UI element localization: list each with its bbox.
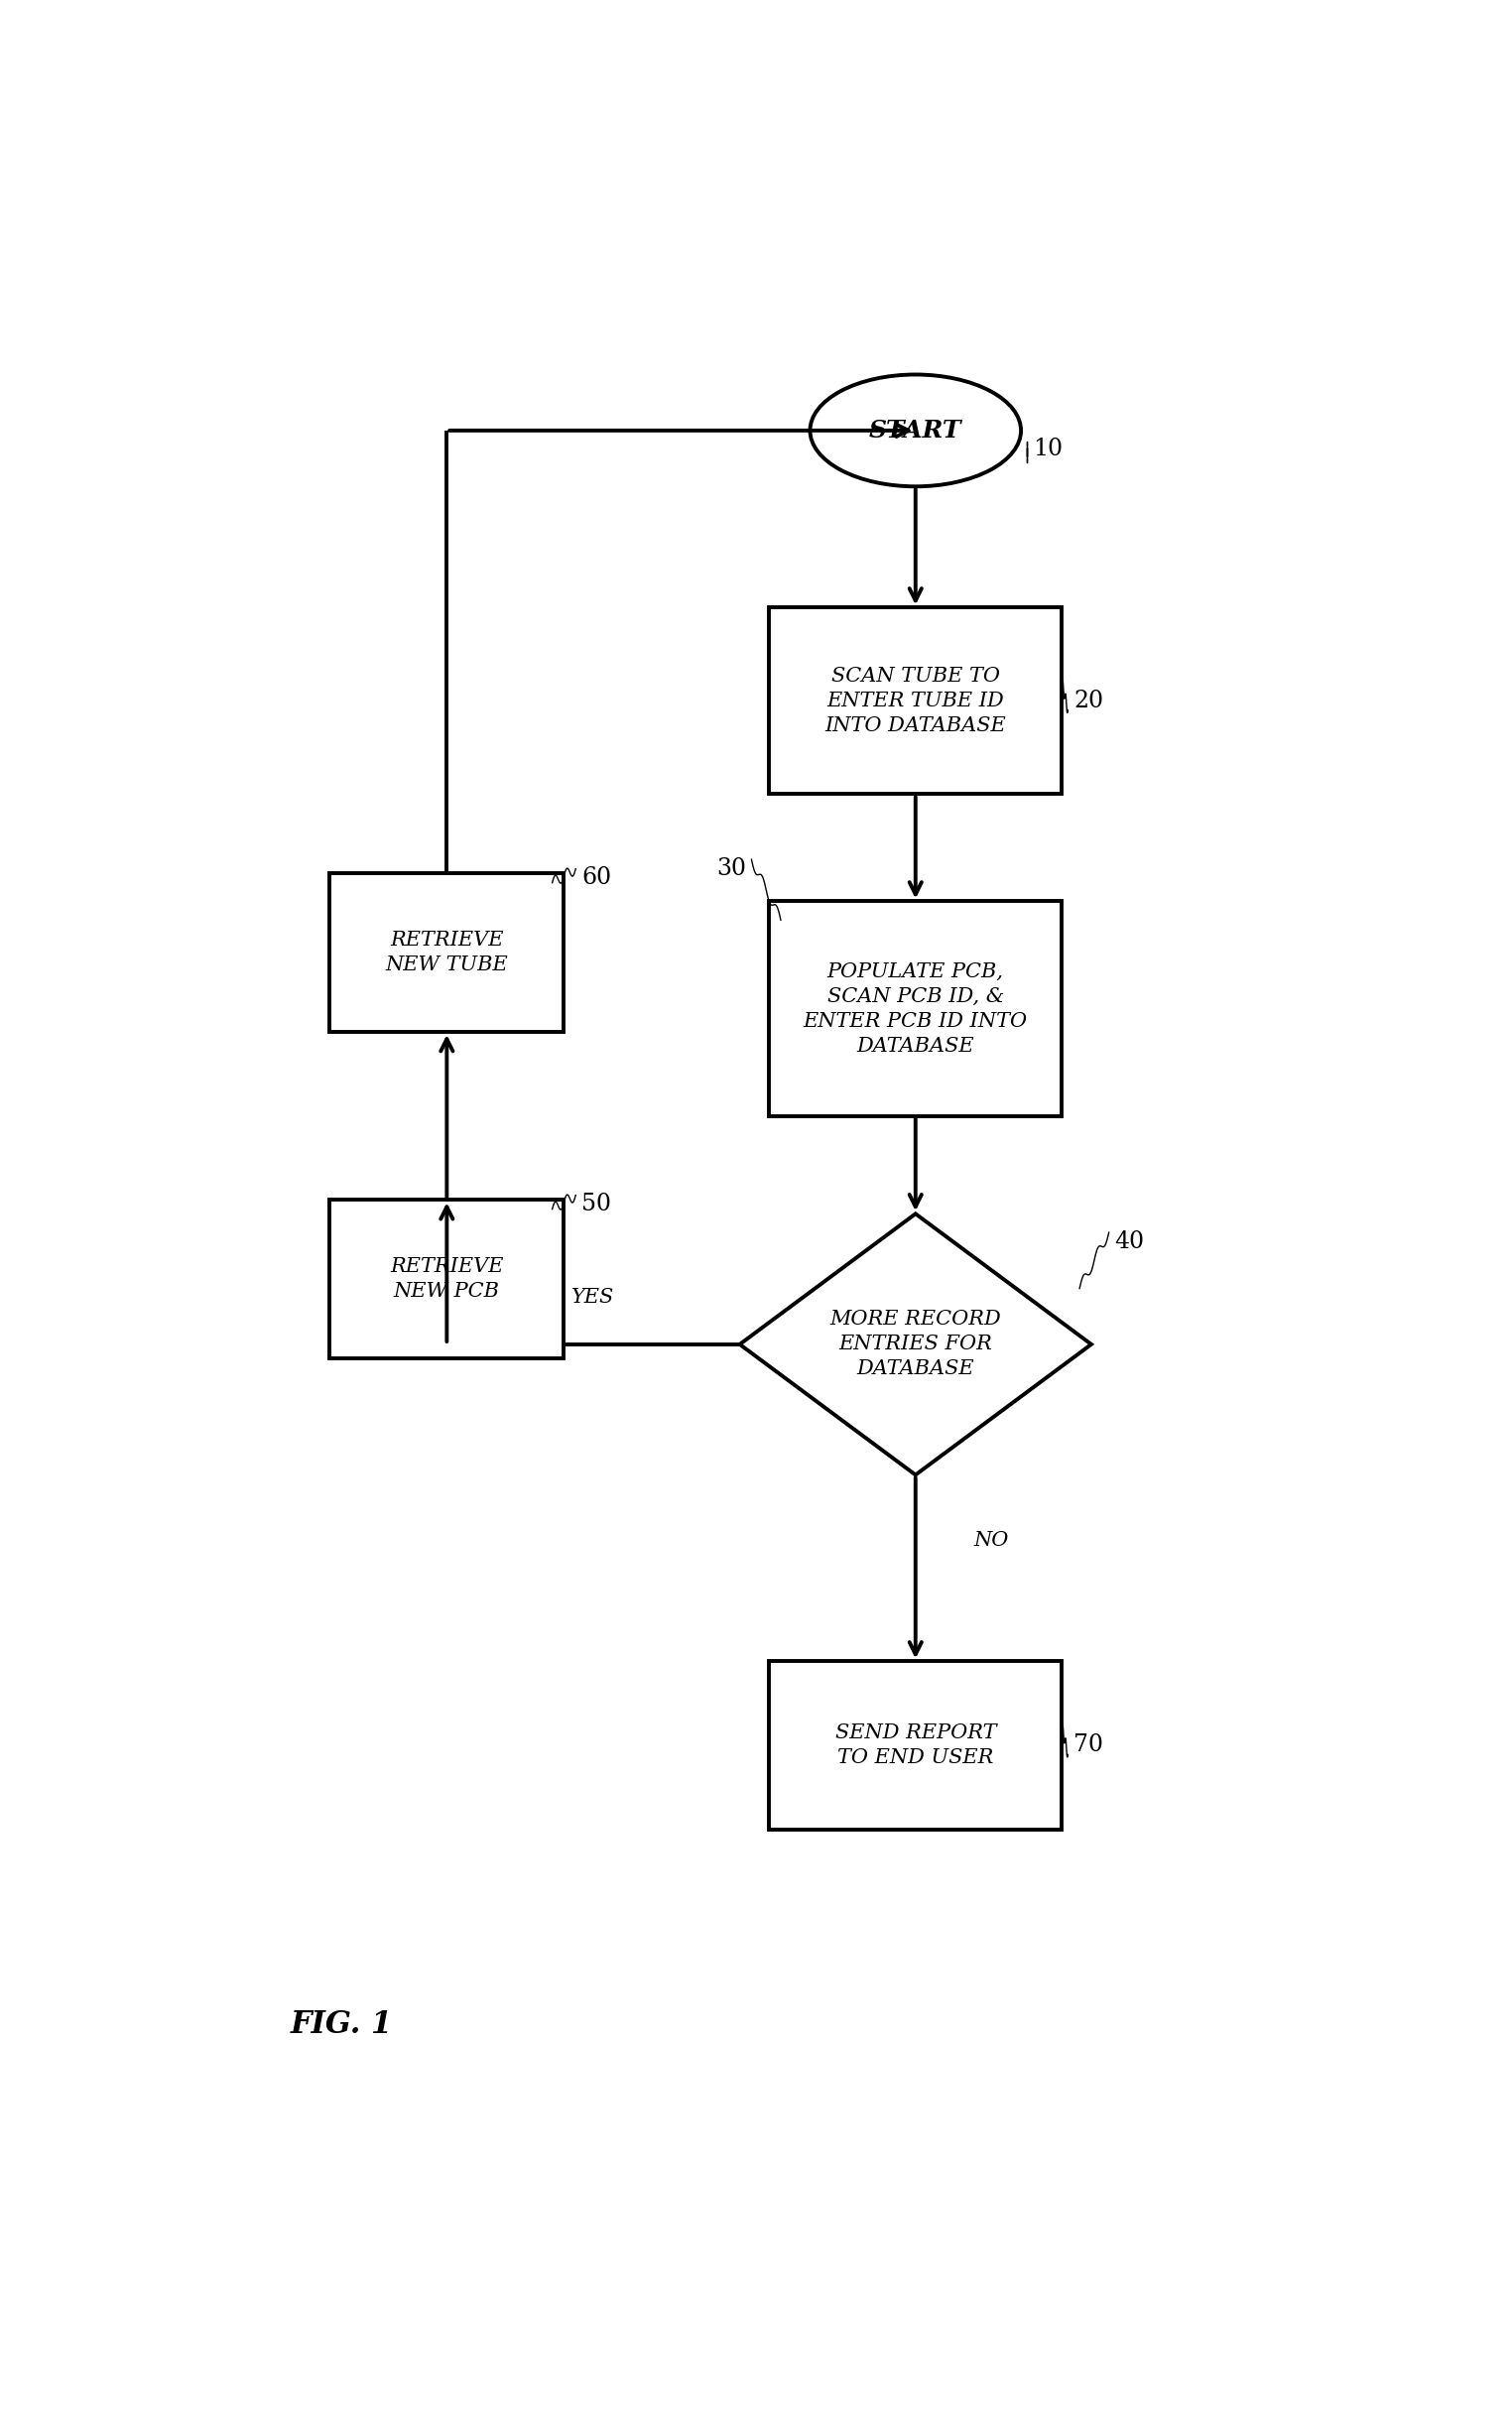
Text: MORE RECORD
ENTRIES FOR
DATABASE: MORE RECORD ENTRIES FOR DATABASE bbox=[830, 1310, 1001, 1378]
Text: RETRIEVE
NEW TUBE: RETRIEVE NEW TUBE bbox=[386, 930, 508, 974]
Text: 70: 70 bbox=[1074, 1734, 1104, 1756]
Text: 40: 40 bbox=[1114, 1230, 1145, 1252]
FancyBboxPatch shape bbox=[770, 608, 1061, 794]
FancyBboxPatch shape bbox=[330, 874, 564, 1032]
FancyBboxPatch shape bbox=[330, 1199, 564, 1359]
Text: SEND REPORT
TO END USER: SEND REPORT TO END USER bbox=[835, 1724, 996, 1768]
Text: 50: 50 bbox=[582, 1194, 611, 1216]
Text: 10: 10 bbox=[1033, 438, 1063, 460]
Ellipse shape bbox=[810, 375, 1021, 487]
Text: NO: NO bbox=[974, 1531, 1009, 1550]
Polygon shape bbox=[739, 1213, 1092, 1475]
FancyBboxPatch shape bbox=[770, 901, 1061, 1117]
Text: YES: YES bbox=[572, 1289, 615, 1308]
Text: 30: 30 bbox=[717, 857, 745, 879]
Text: SCAN TUBE TO
ENTER TUBE ID
INTO DATABASE: SCAN TUBE TO ENTER TUBE ID INTO DATABASE bbox=[826, 666, 1005, 736]
Text: 20: 20 bbox=[1074, 690, 1104, 712]
Text: FIG. 1: FIG. 1 bbox=[290, 2010, 393, 2039]
Text: RETRIEVE
NEW PCB: RETRIEVE NEW PCB bbox=[390, 1257, 503, 1301]
Text: START: START bbox=[869, 419, 962, 443]
Text: 60: 60 bbox=[582, 867, 611, 889]
FancyBboxPatch shape bbox=[770, 1661, 1061, 1829]
Text: POPULATE PCB,
SCAN PCB ID, &
ENTER PCB ID INTO
DATABASE: POPULATE PCB, SCAN PCB ID, & ENTER PCB I… bbox=[803, 962, 1028, 1056]
